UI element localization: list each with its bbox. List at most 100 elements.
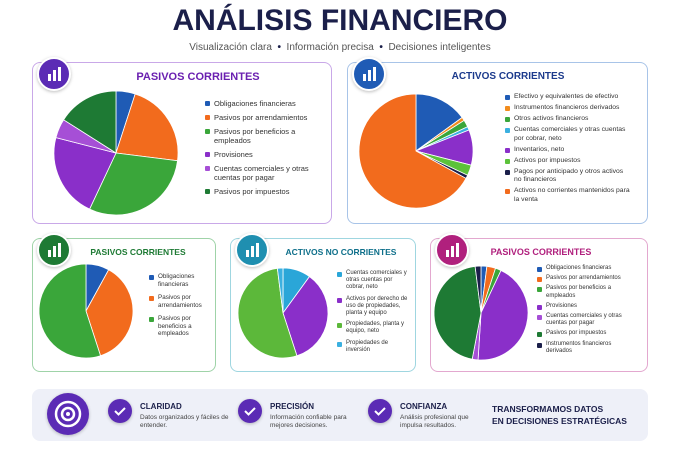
chart-title: PASIVOS CORRIENTES [90, 247, 186, 257]
footer-item-icon [238, 399, 262, 423]
legend-label: Pasivos por impuestos [546, 330, 607, 337]
legend-item: Propiedades de inversión [337, 340, 409, 354]
legend-label: Provisiones [214, 150, 253, 159]
pie-slice [433, 265, 482, 360]
legend-item: Provisiones [205, 150, 315, 159]
pie-slice [53, 137, 117, 210]
legend-label: Activos por derecho de uso de propiedade… [346, 295, 408, 316]
legend-label: Activos por impuestos [514, 156, 581, 164]
legend-item: Instrumentos financieros derivados [537, 341, 637, 355]
pie [433, 265, 529, 361]
pie-slice [38, 263, 102, 359]
legend-item: Instrumentos financieros derivados [505, 104, 630, 112]
legend-swatch [205, 101, 210, 106]
pie-slice [415, 93, 463, 152]
legend-swatch [337, 341, 342, 347]
legend-swatch [337, 297, 342, 303]
legend-label: Pasivos por arrendamientos [546, 275, 621, 282]
legend-swatch [537, 277, 542, 283]
legend-label: Instrumentos financieros derivados [514, 104, 620, 112]
legend-label: Pagos por anticipado y otros activos no … [514, 168, 624, 184]
legend-item: Pagos por anticipado y otros activos no … [505, 168, 630, 184]
pie-slice [115, 93, 179, 162]
legend: Obligaciones financieras Pasivos por arre… [205, 99, 315, 201]
legend-swatch [205, 129, 210, 134]
legend-label: Instrumentos financieros derivados [546, 340, 612, 354]
legend-swatch [337, 272, 342, 277]
chart-title: PASIVOS CORRIENTES [136, 71, 260, 83]
pie [38, 263, 134, 359]
legend-label: Propiedades de inversión [346, 339, 389, 353]
legend-item: Pasivos por arrendamientos [149, 294, 211, 309]
legend: Obligaciones financieras Pasivos por arre… [537, 265, 637, 358]
footer-item-title: CONFIANZA [400, 402, 448, 411]
legend-swatch [505, 170, 510, 176]
pie-slice [63, 90, 117, 154]
legend-swatch [537, 287, 542, 293]
legend-swatch [537, 314, 542, 320]
legend-item: Efectivo y equivalentes de efectivo [505, 93, 630, 101]
pie-slice [237, 267, 298, 359]
legend-label: Obligaciones financieras [214, 99, 296, 108]
legend-label: Cuentas comerciales y otras cuentas por … [214, 164, 309, 182]
chart-title: PASIVOS CORRIENTES [490, 247, 592, 257]
legend-label: Efectivo y equivalentes de efectivo [514, 93, 619, 100]
footer-item-icon [368, 399, 392, 423]
slogan: TRANSFORMAMOS DATOS EN DECISIONES ESTRAT… [492, 404, 642, 428]
footer-icon [47, 393, 89, 435]
pie [237, 267, 329, 359]
footer [32, 389, 648, 441]
legend-swatch [537, 342, 542, 348]
legend-item: Obligaciones financieras [205, 99, 315, 108]
legend-swatch [205, 189, 210, 194]
legend-item: Provisiones [537, 303, 637, 310]
legend-label: Provisiones [546, 302, 578, 309]
chart-card: ACTIVOS CORRIENTES Efectivo y equivalente… [347, 57, 648, 224]
footer-item-title: CLARIDAD [140, 402, 182, 411]
legend-swatch [149, 317, 154, 323]
legend-swatch [505, 158, 510, 164]
legend-item: Cuentas comerciales y otras cuentas por … [205, 164, 315, 182]
card-icon [37, 57, 71, 91]
slogan-line: EN DECISIONES ESTRATÉGICAS [492, 415, 627, 426]
footer-item-title: PRECISIÓN [270, 402, 315, 411]
legend-item: Inventarios, neto [505, 146, 630, 154]
legend-swatch [505, 147, 510, 153]
legend-label: Pasivos por beneficios a empleados [546, 285, 612, 299]
subtitle-item: Visualización clara [189, 42, 272, 53]
chart-card: PASIVOS CORRIENTES Obligaciones financier… [32, 233, 216, 372]
legend-item: Activos por impuestos [505, 157, 630, 165]
footer-item-text: Datos organizados y fáciles de entender. [140, 414, 229, 430]
legend-label: Cuentas comerciales y otras cuentas por … [346, 270, 407, 291]
legend-item: Pasivos por arrendamientos [537, 275, 637, 283]
legend-swatch [505, 95, 510, 100]
legend-label: Pasivos por beneficios a empleados [214, 127, 296, 145]
pie-slice [358, 93, 467, 209]
pie [53, 90, 179, 216]
legend-item: Cuentas comerciales y otras cuentas por … [337, 270, 409, 292]
legend-label: Obligaciones financieras [546, 265, 612, 271]
title: ANÁLISIS FINANCIERO [172, 4, 508, 37]
legend-swatch [537, 332, 542, 338]
legend-swatch [505, 117, 510, 123]
legend-label: Pasivos por beneficios a empleados [158, 315, 192, 338]
legend-item: Cuentas comerciales y otras cuentas por … [537, 313, 637, 327]
legend-item: Otros activos financieros [505, 115, 630, 123]
legend-item: Pasivos por beneficios a empleados [537, 285, 637, 299]
footer-item-text: Análisis profesional que impulsa resulta… [400, 414, 469, 430]
legend-item: Propiedades, planta y equipo, neto [337, 321, 409, 335]
legend-swatch [505, 189, 510, 195]
legend-label: Pasivos por arrendamientos [214, 113, 308, 122]
footer-item-text: Información confiable para mejores decis… [270, 414, 347, 430]
pie-slice [477, 269, 529, 361]
chart-title: ACTIVOS CORRIENTES [451, 71, 565, 82]
legend-swatch [537, 304, 542, 310]
legend-swatch [149, 296, 154, 302]
footer-item-icon [108, 399, 132, 423]
legend-swatch [537, 267, 542, 272]
legend-item: Pasivos por beneficios a empleados [149, 315, 211, 338]
legend-item: Pasivos por arrendamientos [205, 113, 315, 122]
pie-slice [276, 267, 284, 314]
legend-item: Cuentas comerciales y otras cuentas por … [505, 126, 630, 142]
